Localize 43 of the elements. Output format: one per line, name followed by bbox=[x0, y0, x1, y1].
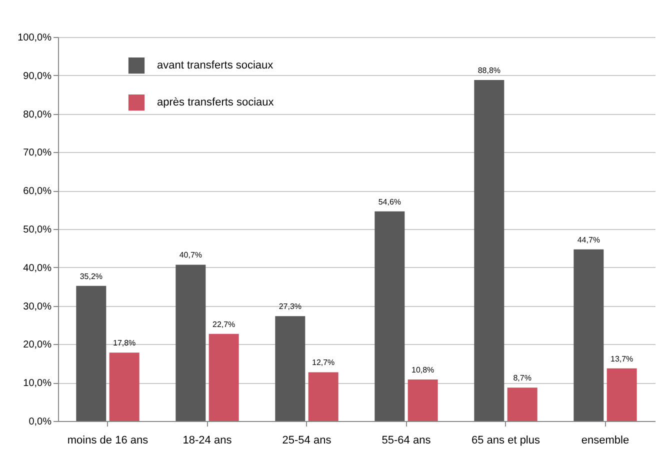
data-label: 10,8% bbox=[411, 366, 434, 375]
y-tick-label: 40,0% bbox=[23, 262, 52, 274]
bar bbox=[109, 352, 140, 421]
y-tick-label: 0,0% bbox=[28, 416, 52, 428]
bar bbox=[308, 372, 338, 421]
x-tick-label: 25-54 ans bbox=[282, 434, 332, 446]
bar bbox=[374, 211, 405, 421]
y-tick-label: 60,0% bbox=[23, 186, 52, 198]
data-label: 54,6% bbox=[378, 197, 402, 206]
data-label: 35,2% bbox=[80, 272, 103, 281]
data-label: 88,8% bbox=[478, 66, 501, 76]
y-tick-label: 90,0% bbox=[23, 70, 52, 82]
bar bbox=[176, 264, 206, 421]
data-label: 44,7% bbox=[577, 235, 600, 244]
bar bbox=[606, 368, 637, 421]
legend-label: avant transferts sociaux bbox=[157, 60, 274, 72]
bar bbox=[474, 80, 504, 421]
data-label: 13,7% bbox=[610, 354, 634, 364]
bar bbox=[507, 388, 538, 421]
y-tick-label: 100,0% bbox=[18, 32, 52, 44]
bar bbox=[408, 380, 438, 421]
data-label: 22,7% bbox=[212, 320, 236, 329]
bar bbox=[76, 286, 106, 421]
x-tick-label: 55-64 ans bbox=[382, 434, 432, 446]
data-label: 8,7% bbox=[513, 374, 532, 383]
bar bbox=[574, 249, 604, 421]
data-label: 27,3% bbox=[278, 302, 302, 312]
bar bbox=[208, 334, 239, 421]
y-tick-label: 20,0% bbox=[23, 340, 52, 351]
y-tick-label: 80,0% bbox=[23, 109, 52, 120]
y-tick-label: 50,0% bbox=[23, 224, 52, 236]
x-tick-label: 18-24 ans bbox=[182, 434, 232, 446]
x-tick-label: moins de 16 ans bbox=[67, 434, 149, 446]
y-tick-label: 70,0% bbox=[23, 148, 52, 159]
y-tick-label: 30,0% bbox=[23, 301, 52, 312]
x-tick-label: ensemble bbox=[581, 434, 630, 446]
bar bbox=[275, 316, 306, 421]
data-label: 12,7% bbox=[312, 358, 335, 368]
x-tick-label: 65 ans et plus bbox=[472, 434, 540, 446]
data-label: 17,8% bbox=[112, 338, 136, 348]
y-tick-label: 10,0% bbox=[23, 378, 52, 390]
data-label: 40,7% bbox=[179, 250, 202, 260]
legend-label: après transferts sociaux bbox=[157, 96, 274, 108]
